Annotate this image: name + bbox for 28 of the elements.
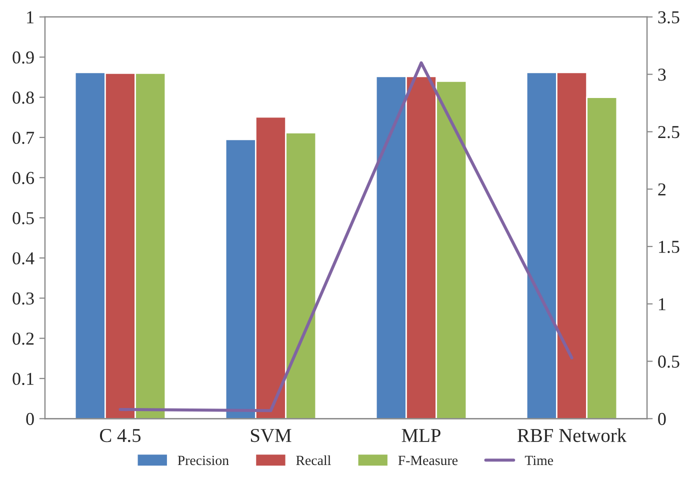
legend-label: Precision xyxy=(178,456,229,466)
y-tick-label: 0.6 xyxy=(12,172,34,184)
x-tick-label: MLP xyxy=(402,429,440,442)
y2-tick-label: 0.5 xyxy=(658,356,680,368)
y2-tick-label: 2 xyxy=(658,183,666,196)
y2-tick-label: 1 xyxy=(659,298,666,310)
y-tick-label: 0.1 xyxy=(12,372,34,386)
y-tick-label: 0.4 xyxy=(12,252,34,264)
x-tick-label: C 4.5 xyxy=(100,429,141,442)
y2-tick-label: 2.5 xyxy=(658,126,680,138)
y-tick-label: 0.5 xyxy=(12,212,34,224)
y-tick-label: 0.3 xyxy=(12,292,34,305)
y2-tick-label: 0 xyxy=(658,412,666,426)
x-tick-label: SVM xyxy=(250,429,292,442)
y-tick-label: 0.8 xyxy=(12,92,34,104)
line-series xyxy=(118,61,574,412)
y-tick-label: 0.7 xyxy=(12,132,34,144)
y-tick-label: 1 xyxy=(27,11,34,24)
legend-label: Recall xyxy=(296,455,331,466)
y-tick-label: 0.2 xyxy=(12,332,34,345)
y2-tick-label: 3.5 xyxy=(658,11,680,24)
y2-tick-label: 1.5 xyxy=(659,240,680,254)
legend-label: Time xyxy=(524,456,554,466)
y-tick-label: 0.9 xyxy=(12,51,34,64)
legend-label: F-Measure xyxy=(398,456,458,466)
x-tick-label: RBF Network xyxy=(518,428,627,442)
y-tick-label: 0 xyxy=(26,412,34,426)
y2-tick-label: 3 xyxy=(658,68,666,81)
